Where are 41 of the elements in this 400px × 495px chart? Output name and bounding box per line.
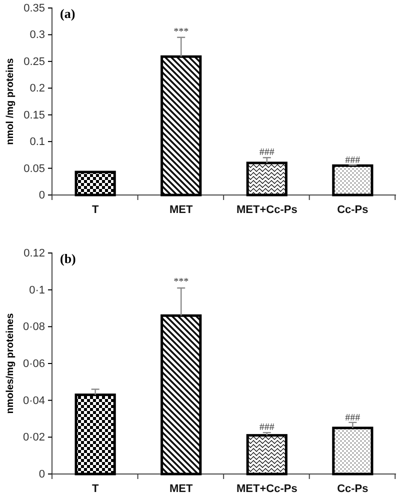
chart-title: (b): [60, 251, 76, 266]
annotation: ###: [345, 154, 360, 166]
x-tick-label: Cc-Ps: [337, 204, 368, 216]
annotation: ###: [259, 146, 274, 158]
chart-title: (a): [60, 6, 76, 21]
bar: [74, 170, 116, 196]
annotation: ***: [174, 26, 189, 38]
bar: [160, 314, 202, 476]
bar: [160, 55, 202, 196]
y-tick-label: 0.3: [30, 29, 45, 42]
x-tick-label: T: [92, 482, 99, 495]
y-tick-label: 0·02: [22, 432, 45, 444]
y-tick-label: 0.1: [30, 136, 45, 148]
y-tick-label: 0.15: [24, 109, 45, 122]
x-tick-label: MET+Cc-Ps: [236, 204, 298, 216]
bar: [246, 434, 288, 476]
x-tick-label: MET: [169, 204, 193, 216]
bar: [332, 426, 374, 476]
y-tick-label: 0.2: [30, 82, 45, 95]
bar: [246, 162, 288, 196]
y-tick-label: 0.05: [24, 162, 45, 175]
x-tick-label: MET: [169, 482, 193, 495]
y-tick-label: 0.12: [24, 248, 45, 260]
y-tick-label: 0.35: [24, 2, 45, 15]
annotation: ***: [174, 276, 189, 288]
y-tick-label: 0·08: [22, 321, 45, 334]
y-tick-label: 0.25: [24, 56, 45, 68]
y-tick-label: 0·06: [22, 358, 45, 370]
y-tick-label: 0·04: [22, 394, 45, 407]
y-tick-label: 0: [38, 190, 45, 202]
x-tick-label: T: [92, 204, 99, 216]
y-tick-label: 0: [38, 468, 45, 481]
x-tick-label: Cc-Ps: [337, 482, 368, 495]
bar: [74, 394, 116, 476]
y-axis-title: nmoles/mg proteines: [5, 312, 16, 414]
annotation: ###: [345, 412, 360, 424]
y-tick-label: 0·1: [29, 284, 45, 296]
annotation: ###: [259, 422, 274, 433]
x-tick-label: MET+Cc-Ps: [236, 482, 298, 495]
y-axis-title: nmol /mg proteins: [5, 58, 16, 145]
bar: [332, 164, 374, 196]
